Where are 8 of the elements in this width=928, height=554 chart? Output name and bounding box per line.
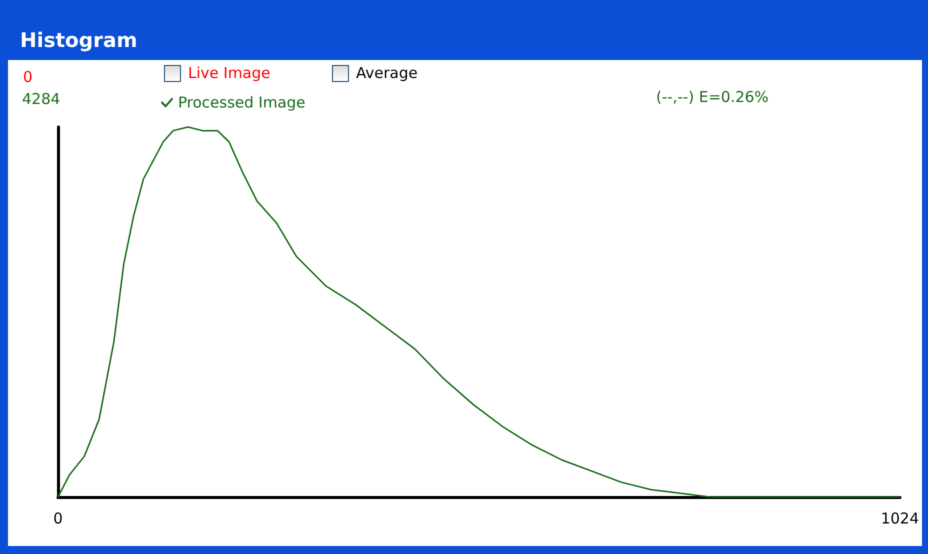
text: (--,--) E=0.26% [656, 88, 769, 106]
legend-label: Processed Image [178, 94, 306, 112]
text: Average [356, 64, 418, 82]
x-tick-label: 1024 [880, 510, 920, 528]
text: Live Image [188, 64, 270, 82]
text: 0 [23, 68, 33, 86]
chart-title: Histogram [20, 28, 138, 52]
text: 4284 [22, 90, 60, 108]
